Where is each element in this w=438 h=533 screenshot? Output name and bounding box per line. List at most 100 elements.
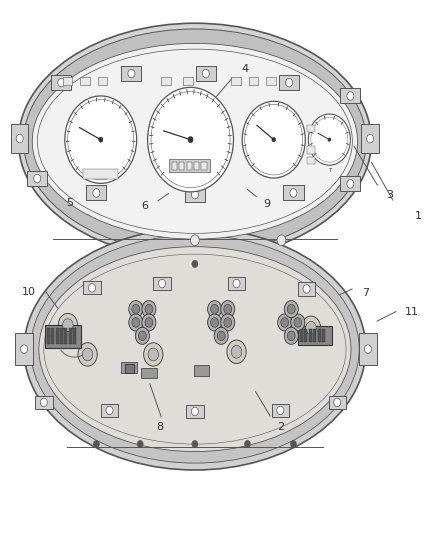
Text: 5: 5: [67, 198, 74, 207]
Circle shape: [188, 136, 193, 143]
Bar: [161, 77, 171, 85]
Circle shape: [159, 279, 166, 288]
Circle shape: [242, 101, 305, 178]
FancyBboxPatch shape: [27, 171, 47, 186]
Circle shape: [129, 314, 143, 331]
Circle shape: [132, 318, 140, 327]
FancyBboxPatch shape: [15, 333, 33, 365]
Circle shape: [34, 174, 41, 183]
FancyBboxPatch shape: [11, 124, 28, 154]
Bar: [201, 163, 207, 170]
Circle shape: [217, 331, 225, 341]
Circle shape: [93, 189, 100, 197]
Circle shape: [290, 440, 297, 448]
Bar: [64, 328, 67, 344]
Circle shape: [367, 134, 374, 143]
Ellipse shape: [24, 29, 366, 254]
Bar: [309, 329, 312, 342]
Bar: [169, 159, 210, 172]
Circle shape: [16, 134, 23, 143]
Circle shape: [142, 301, 156, 318]
FancyBboxPatch shape: [298, 282, 315, 295]
Ellipse shape: [32, 43, 357, 239]
Circle shape: [245, 104, 303, 175]
FancyBboxPatch shape: [51, 75, 71, 90]
Circle shape: [58, 78, 65, 87]
Circle shape: [224, 318, 232, 327]
Circle shape: [328, 138, 331, 141]
Text: 6: 6: [141, 201, 148, 211]
Circle shape: [129, 301, 143, 318]
FancyBboxPatch shape: [361, 124, 379, 154]
Circle shape: [294, 318, 302, 327]
Circle shape: [191, 235, 199, 246]
Circle shape: [82, 348, 93, 361]
FancyBboxPatch shape: [185, 187, 205, 202]
Bar: [83, 169, 118, 179]
FancyBboxPatch shape: [153, 277, 171, 290]
FancyBboxPatch shape: [340, 176, 360, 191]
FancyBboxPatch shape: [272, 404, 289, 417]
Bar: [73, 328, 76, 344]
Circle shape: [192, 260, 198, 268]
Text: 3: 3: [386, 190, 393, 199]
Bar: [183, 77, 193, 85]
Circle shape: [144, 343, 163, 366]
Bar: [194, 365, 209, 376]
Circle shape: [208, 301, 222, 318]
Circle shape: [148, 348, 159, 361]
Bar: [60, 328, 63, 344]
Circle shape: [191, 190, 198, 199]
Bar: [307, 146, 315, 154]
Bar: [266, 77, 276, 85]
Text: 11: 11: [405, 307, 419, 317]
Circle shape: [88, 284, 95, 292]
FancyBboxPatch shape: [279, 75, 299, 90]
Circle shape: [244, 440, 251, 448]
Circle shape: [99, 137, 103, 142]
Circle shape: [278, 314, 292, 331]
Circle shape: [286, 78, 293, 87]
Bar: [179, 163, 184, 170]
Circle shape: [63, 319, 73, 332]
Circle shape: [58, 313, 78, 337]
Bar: [231, 77, 241, 85]
Circle shape: [347, 92, 354, 100]
Circle shape: [202, 69, 209, 78]
FancyBboxPatch shape: [101, 404, 118, 417]
Circle shape: [65, 96, 137, 183]
Ellipse shape: [44, 254, 346, 444]
Circle shape: [145, 318, 153, 327]
Circle shape: [214, 327, 228, 344]
Bar: [47, 328, 50, 344]
Bar: [141, 368, 157, 378]
Circle shape: [78, 343, 97, 366]
Bar: [304, 329, 307, 342]
Ellipse shape: [24, 228, 366, 470]
Circle shape: [227, 340, 246, 364]
Bar: [121, 362, 137, 373]
Circle shape: [334, 398, 341, 407]
FancyBboxPatch shape: [328, 395, 346, 409]
Circle shape: [191, 407, 198, 416]
FancyBboxPatch shape: [283, 185, 304, 200]
Circle shape: [306, 321, 316, 334]
Circle shape: [308, 114, 350, 165]
Bar: [51, 328, 54, 344]
Bar: [98, 77, 107, 85]
Bar: [80, 77, 90, 85]
Circle shape: [231, 345, 242, 358]
Text: 9: 9: [264, 199, 271, 208]
Circle shape: [287, 331, 295, 341]
Circle shape: [290, 189, 297, 197]
Text: 8: 8: [156, 423, 163, 432]
Bar: [125, 364, 134, 373]
FancyBboxPatch shape: [83, 281, 101, 294]
Ellipse shape: [38, 49, 352, 233]
Bar: [187, 163, 192, 170]
Circle shape: [347, 180, 354, 188]
FancyBboxPatch shape: [186, 405, 204, 418]
Circle shape: [106, 406, 113, 415]
Bar: [45, 325, 81, 348]
Bar: [318, 329, 321, 342]
